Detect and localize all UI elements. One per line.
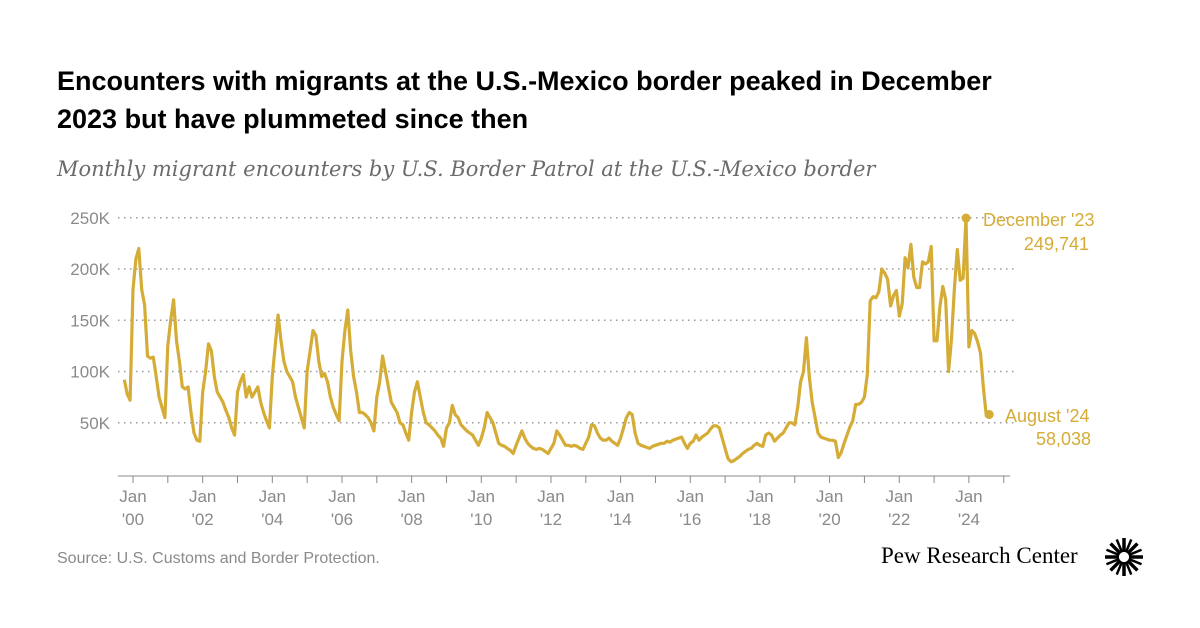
source-note: Source: U.S. Customs and Border Protecti…	[57, 550, 380, 567]
x-tick-label: '00	[122, 510, 144, 529]
sunburst-ray	[1128, 557, 1143, 566]
x-tick-label: '12	[540, 510, 562, 529]
sunburst-ray	[1109, 559, 1122, 572]
x-tick-label: Jan	[119, 487, 146, 506]
x-tick-label: Jan	[328, 487, 355, 506]
x-tick-label: Jan	[537, 487, 564, 506]
x-tick-label: Jan	[468, 487, 495, 506]
x-tick-label: Jan	[677, 487, 704, 506]
x-tick-label: Jan	[398, 487, 425, 506]
x-tick-label: '04	[261, 510, 283, 529]
sunburst-ray	[1126, 559, 1139, 572]
sunburst-ray	[1126, 542, 1139, 555]
y-tick-label: 100K	[70, 363, 110, 382]
annotation-label: August '24	[1005, 406, 1090, 426]
x-tick-label: Jan	[746, 487, 773, 506]
y-tick-label: 150K	[70, 311, 110, 330]
sunburst-ray	[1115, 561, 1124, 576]
sunburst-ray	[1124, 538, 1133, 553]
chart-subtitle: Monthly migrant encounters by U.S. Borde…	[57, 157, 876, 181]
x-tick-label: Jan	[189, 487, 216, 506]
sunburst-ray	[1105, 557, 1120, 566]
annotation-point	[961, 213, 971, 223]
x-tick-label: '22	[888, 510, 910, 529]
x-tick-label: '16	[679, 510, 701, 529]
chart-title: Encounters with migrants at the U.S.-Mex…	[57, 66, 992, 134]
x-tick-label: '18	[749, 510, 771, 529]
x-tick-label: '08	[401, 510, 423, 529]
x-tick-label: Jan	[816, 487, 843, 506]
x-tick-label: '20	[819, 510, 841, 529]
annotation-value: 58,038	[1036, 429, 1091, 449]
sunburst-ray	[1115, 538, 1124, 553]
pew-logo: Pew Research Center	[881, 543, 1078, 568]
y-tick-label: 50K	[80, 414, 111, 433]
annotation-value: 249,741	[1024, 234, 1089, 254]
sunburst-ray	[1128, 548, 1143, 557]
x-tick-label: Jan	[886, 487, 913, 506]
x-tick-label: '02	[192, 510, 214, 529]
x-tick-label: Jan	[607, 487, 634, 506]
x-tick-label: '10	[470, 510, 492, 529]
y-tick-label: 200K	[70, 260, 110, 279]
annotation-point	[984, 410, 994, 420]
sunburst-ray	[1124, 561, 1133, 576]
x-tick-label: '24	[958, 510, 980, 529]
x-tick-label: Jan	[259, 487, 286, 506]
x-tick-label: '14	[610, 510, 632, 529]
sunburst-ray	[1109, 542, 1122, 555]
annotation-label: December '23	[983, 210, 1095, 230]
sunburst-ray	[1105, 548, 1120, 557]
series-line	[122, 216, 990, 464]
pew-sunburst-icon	[1105, 538, 1143, 576]
y-tick-label: 250K	[70, 209, 110, 228]
x-tick-label: '06	[331, 510, 353, 529]
x-tick-label: Jan	[955, 487, 982, 506]
